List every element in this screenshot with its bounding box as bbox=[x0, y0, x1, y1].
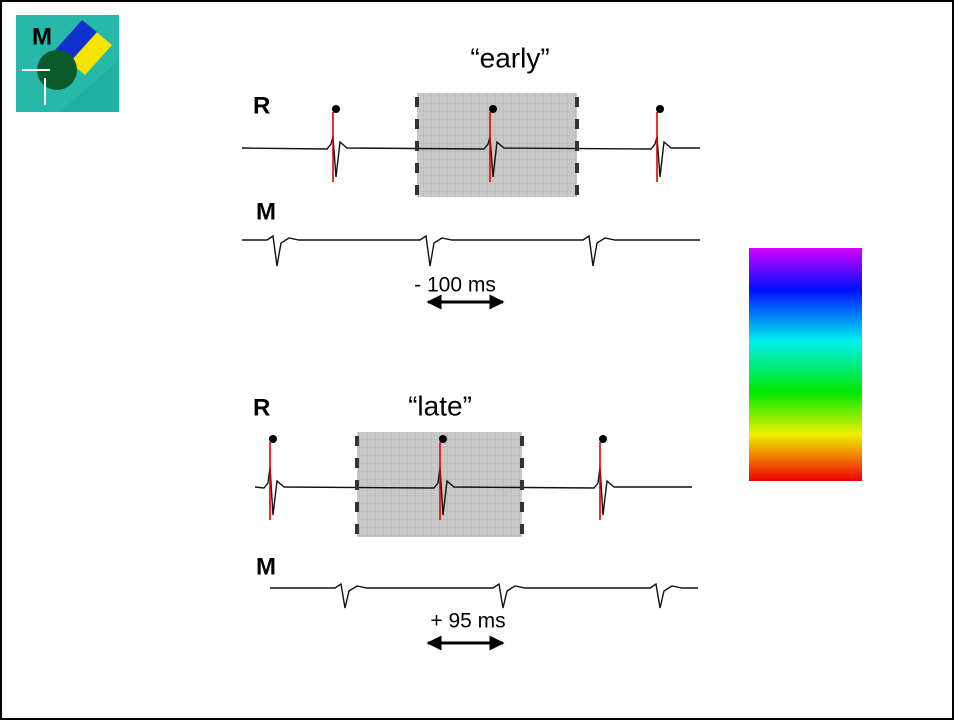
activation-dot bbox=[489, 105, 497, 113]
offset-label: + 95 ms bbox=[430, 610, 505, 633]
activation-dot bbox=[269, 435, 277, 443]
trace-label: M bbox=[256, 553, 276, 580]
trace-label: R bbox=[253, 92, 270, 119]
logo: M bbox=[16, 15, 119, 112]
activation-dot bbox=[332, 105, 340, 113]
activation-dot bbox=[439, 435, 447, 443]
panel-title: “late” bbox=[408, 390, 472, 421]
ecg-trace bbox=[242, 234, 700, 267]
activation-dot bbox=[599, 435, 607, 443]
ecg-trace bbox=[270, 582, 698, 609]
trace-label: R bbox=[253, 394, 270, 421]
offset-label: - 100 ms bbox=[414, 274, 496, 297]
logo-letter: M bbox=[32, 23, 52, 50]
color-bar bbox=[749, 248, 862, 481]
panel-title: “early” bbox=[470, 42, 549, 73]
trace-label: M bbox=[256, 198, 276, 225]
traces bbox=[241, 97, 700, 609]
activation-dot bbox=[656, 105, 664, 113]
